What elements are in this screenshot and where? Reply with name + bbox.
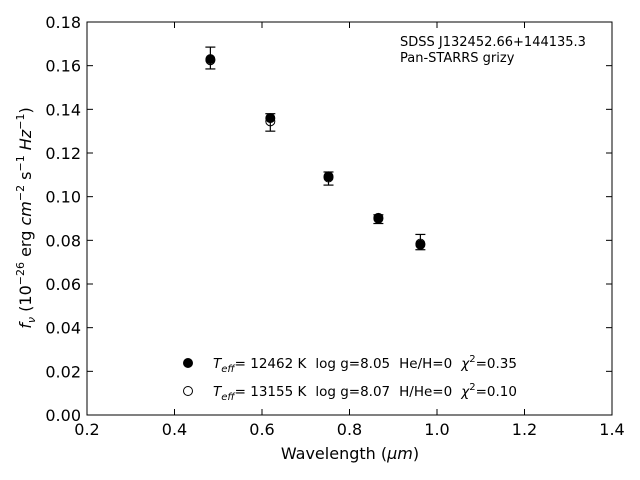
- x-tick-label: 0.6: [249, 420, 274, 439]
- y-tick-label: 0.04: [45, 319, 81, 338]
- point-open: [323, 172, 334, 183]
- legend-marker-filled: [183, 358, 193, 368]
- y-tick-label: 0.12: [45, 144, 81, 163]
- ticks: 0.2 0.4 0.6 0.8 1.0 1.2 1.4 0.00 0.02 0.04 0.06 0.0…: [45, 13, 624, 439]
- point-open: [415, 238, 426, 249]
- annotation-survey: Pan-STARRS grizy: [400, 51, 515, 66]
- point-filled: [265, 113, 276, 124]
- y-axis-title: fν (10−26 erg cm−2 s−1 Hz−1): [14, 107, 38, 328]
- y-tick-label: 0.02: [45, 362, 81, 381]
- legend-marker-open: [183, 386, 193, 396]
- annotation: SDSS J132452.66+144135.3 Pan-STARRS griz…: [400, 35, 586, 66]
- y-tick-label: 0.00: [45, 406, 81, 425]
- error-bars: [205, 46, 426, 251]
- x-tick-label: 1.2: [512, 420, 537, 439]
- point-open: [265, 116, 276, 127]
- y-tick-label: 0.08: [45, 231, 81, 250]
- x-tick-label: 1.0: [424, 420, 449, 439]
- y-tick-label: 0.10: [45, 188, 81, 207]
- y-tick-label: 0.06: [45, 275, 81, 294]
- x-tick-label: 0.4: [162, 420, 187, 439]
- x-axis-title: Wavelength (μm): [281, 444, 419, 463]
- annotation-object: SDSS J132452.66+144135.3: [400, 35, 586, 50]
- y-tick-label: 0.18: [45, 13, 81, 32]
- y-tick-label: 0.14: [45, 100, 81, 119]
- point-open: [205, 55, 216, 66]
- x-tick-label: 1.4: [599, 420, 624, 439]
- point-open: [373, 213, 384, 224]
- markers: [205, 54, 426, 250]
- y-tick-label: 0.16: [45, 57, 81, 76]
- plot-frame: [86, 21, 613, 416]
- x-tick-label: 0.2: [74, 420, 99, 439]
- x-tick-label: 0.8: [337, 420, 362, 439]
